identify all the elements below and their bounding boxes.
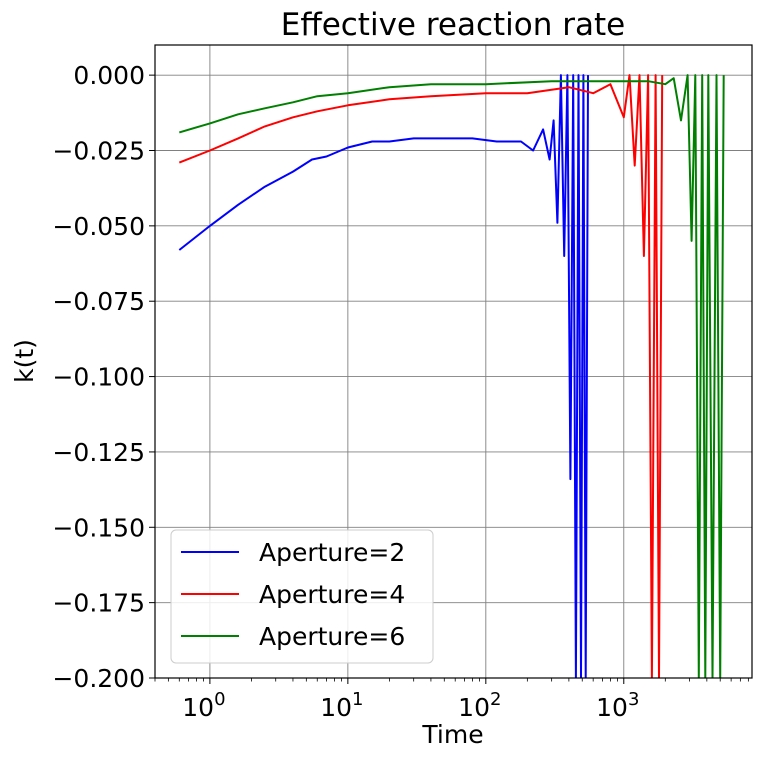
y-tick-label: −0.050: [52, 212, 145, 241]
y-tick-label: −0.025: [52, 137, 145, 166]
legend-box: [170, 529, 434, 664]
y-tick-label: −0.125: [52, 438, 145, 467]
y-tick-label: −0.100: [52, 363, 145, 392]
y-axis-label: k(t): [10, 339, 39, 383]
series-line-2: [178, 74, 664, 678]
x-tick-label: 101: [320, 689, 363, 722]
series-line-1: [178, 74, 589, 678]
y-tick-label: 0.000: [73, 61, 145, 90]
legend-label: Aperture=4: [259, 580, 405, 609]
legend-label: Aperture=2: [259, 538, 405, 567]
legend-label: Aperture=6: [259, 622, 405, 651]
y-tick-label: −0.075: [52, 287, 145, 316]
y-tick-label: −0.175: [52, 589, 145, 618]
plot-frame: [154, 44, 753, 679]
x-tick-label: 102: [458, 689, 501, 722]
y-tick-label: −0.150: [52, 513, 145, 542]
x-tick-label: 103: [596, 689, 639, 722]
x-axis-label: Time: [421, 720, 483, 749]
y-tick-label: −0.200: [52, 664, 145, 693]
series-line-3: [179, 74, 725, 678]
legend: Aperture=2 Aperture=4 Aperture=6: [170, 529, 434, 664]
x-tick-label: 100: [182, 689, 225, 722]
chart-title: Effective reaction rate: [281, 7, 625, 43]
